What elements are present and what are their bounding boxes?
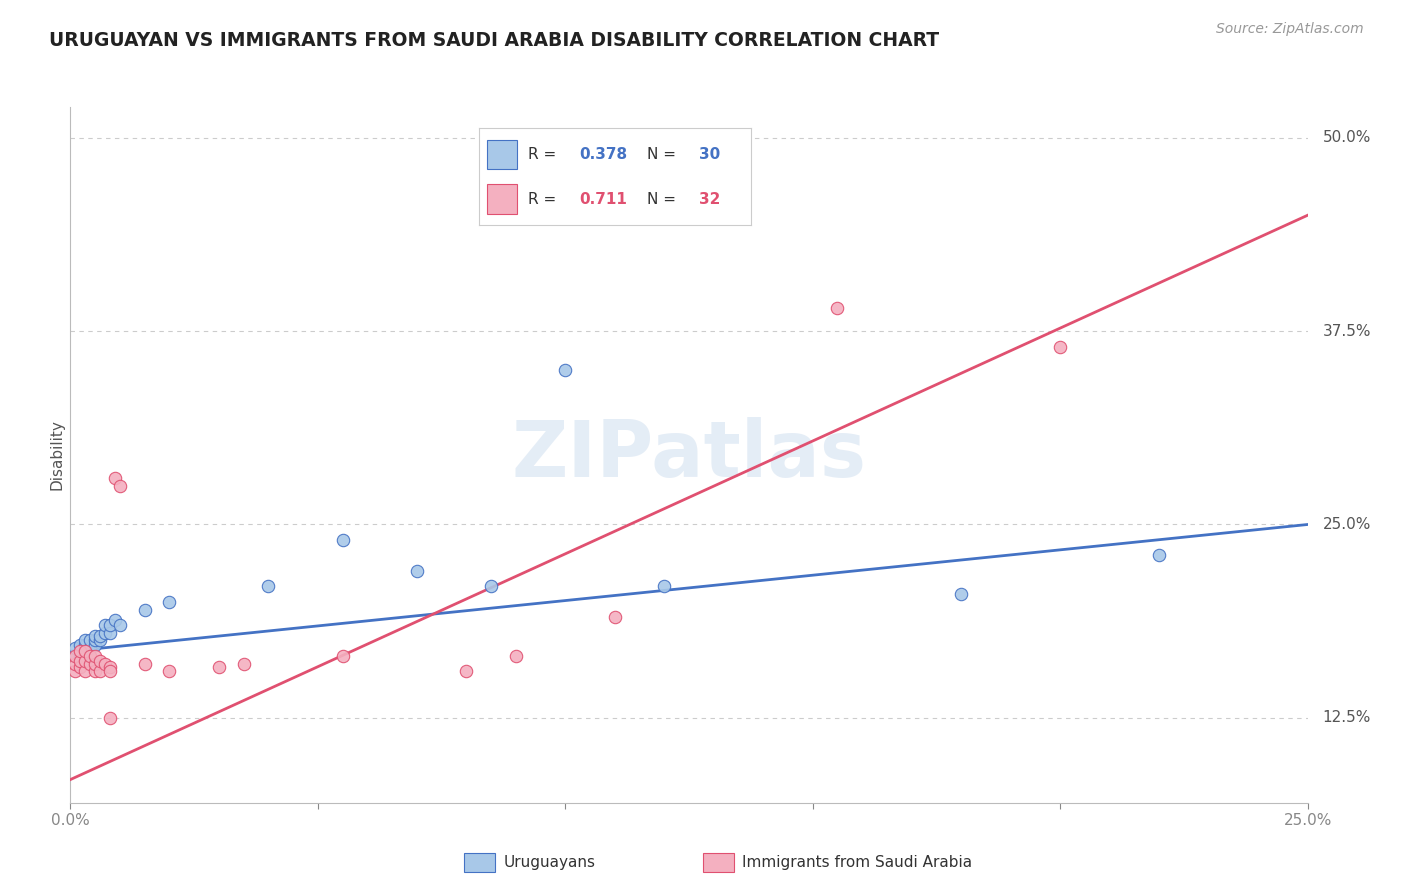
Point <box>94 657 117 671</box>
Point <box>84 629 107 643</box>
Text: Source: ZipAtlas.com: Source: ZipAtlas.com <box>1216 22 1364 37</box>
Point <box>79 648 101 663</box>
Point <box>332 648 354 663</box>
Point <box>89 665 111 679</box>
Y-axis label: Disability: Disability <box>49 419 65 491</box>
Point <box>652 579 675 593</box>
Point <box>65 657 87 671</box>
Point <box>75 633 97 648</box>
Text: 25.0%: 25.0% <box>1323 517 1371 532</box>
Point <box>89 629 111 643</box>
Point <box>950 587 973 601</box>
Point <box>84 657 107 671</box>
Point <box>108 479 131 493</box>
Point <box>75 644 97 658</box>
Text: ZIPatlas: ZIPatlas <box>512 417 866 493</box>
Point <box>1147 549 1170 563</box>
Point <box>108 618 131 632</box>
Point <box>69 638 91 652</box>
Point <box>98 659 121 673</box>
Point <box>479 579 502 593</box>
Point <box>257 579 280 593</box>
Point <box>84 638 107 652</box>
Point <box>332 533 354 547</box>
Point <box>104 471 127 485</box>
Point <box>65 648 87 663</box>
Point <box>94 618 117 632</box>
Point <box>69 648 91 663</box>
Point <box>827 301 849 315</box>
Point <box>84 648 107 663</box>
Point <box>89 654 111 668</box>
Point <box>157 595 180 609</box>
Point <box>75 665 97 679</box>
Point <box>65 665 87 679</box>
Text: URUGUAYAN VS IMMIGRANTS FROM SAUDI ARABIA DISABILITY CORRELATION CHART: URUGUAYAN VS IMMIGRANTS FROM SAUDI ARABI… <box>49 31 939 50</box>
Point <box>134 657 156 671</box>
Text: 37.5%: 37.5% <box>1323 324 1371 339</box>
Text: Uruguayans: Uruguayans <box>503 855 595 870</box>
Point <box>456 665 478 679</box>
Point <box>134 602 156 616</box>
Point <box>69 654 91 668</box>
Point <box>505 648 527 663</box>
Point <box>79 641 101 656</box>
Text: 12.5%: 12.5% <box>1323 710 1371 725</box>
Point <box>75 644 97 658</box>
Point <box>554 363 576 377</box>
Point <box>405 564 427 578</box>
Text: Immigrants from Saudi Arabia: Immigrants from Saudi Arabia <box>742 855 973 870</box>
Point <box>65 641 87 656</box>
Point <box>75 654 97 668</box>
Point <box>69 644 91 658</box>
Point <box>98 625 121 640</box>
Point <box>94 625 117 640</box>
Point <box>1049 340 1071 354</box>
Point <box>84 633 107 648</box>
Point <box>98 665 121 679</box>
Point <box>79 633 101 648</box>
Point <box>98 711 121 725</box>
Point <box>69 659 91 673</box>
Point <box>79 657 101 671</box>
Point <box>98 618 121 632</box>
Point <box>104 613 127 627</box>
Point <box>232 657 254 671</box>
Point <box>157 665 180 679</box>
Point <box>75 638 97 652</box>
Point <box>65 648 87 663</box>
Text: 50.0%: 50.0% <box>1323 130 1371 145</box>
Point <box>208 659 231 673</box>
Point <box>603 610 626 624</box>
Point <box>89 633 111 648</box>
Point <box>84 665 107 679</box>
